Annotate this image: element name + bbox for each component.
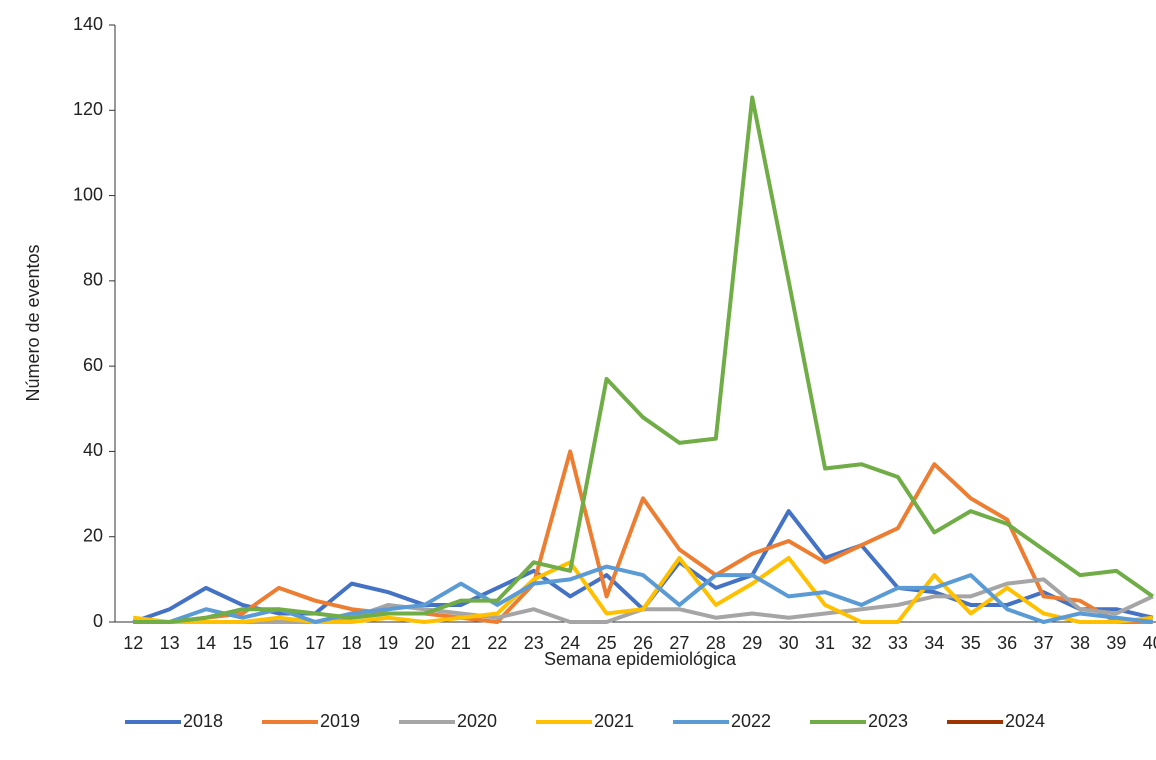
line-series — [132, 556, 1154, 624]
legend-label: 2023 — [868, 711, 908, 731]
x-tick-label: 18 — [342, 633, 362, 653]
x-tick-label: 16 — [269, 633, 289, 653]
legend-label: 2019 — [320, 711, 360, 731]
x-tick-label: 37 — [1034, 633, 1054, 653]
line-series — [133, 564, 1154, 624]
y-tick-label: 80 — [83, 270, 103, 290]
x-tick-label: 19 — [378, 633, 398, 653]
x-tick-label: 24 — [560, 633, 580, 653]
x-tick-label: 38 — [1070, 633, 1090, 653]
x-tick-label: 28 — [706, 633, 726, 653]
x-tick-label: 34 — [924, 633, 944, 653]
y-tick-label: 120 — [73, 99, 103, 119]
x-tick-label: 12 — [123, 633, 143, 653]
y-tick-label: 140 — [73, 14, 103, 34]
x-tick-label: 29 — [742, 633, 762, 653]
x-tick-label: 40 — [1143, 633, 1156, 653]
line-series — [132, 509, 1154, 624]
x-tick-label: 15 — [232, 633, 252, 653]
x-tick-label: 23 — [524, 633, 544, 653]
legend-label: 2020 — [457, 711, 497, 731]
legend-label: 2018 — [183, 711, 223, 731]
x-tick-label: 17 — [305, 633, 325, 653]
legend-label: 2022 — [731, 711, 771, 731]
x-tick-label: 20 — [415, 633, 435, 653]
x-tick-label: 21 — [451, 633, 471, 653]
y-tick-label: 20 — [83, 525, 103, 545]
y-tick-label: 0 — [93, 611, 103, 631]
x-tick-label: 26 — [633, 633, 653, 653]
y-tick-label: 60 — [83, 355, 103, 375]
x-tick-label: 22 — [487, 633, 507, 653]
x-tick-label: 14 — [196, 633, 216, 653]
line-series — [133, 449, 1153, 624]
x-tick-label: 25 — [597, 633, 617, 653]
legend-label: 2024 — [1005, 711, 1045, 731]
y-axis-title: Número de eventos — [23, 244, 43, 401]
x-tick-label: 36 — [997, 633, 1017, 653]
x-tick-label: 13 — [160, 633, 180, 653]
x-tick-label: 33 — [888, 633, 908, 653]
x-tick-label: 30 — [779, 633, 799, 653]
x-axis-title: Semana epidemiológica — [544, 649, 737, 669]
x-tick-label: 35 — [961, 633, 981, 653]
y-tick-label: 40 — [83, 440, 103, 460]
y-tick-label: 100 — [73, 184, 103, 204]
x-tick-label: 39 — [1106, 633, 1126, 653]
x-tick-label: 32 — [851, 633, 871, 653]
x-tick-label: 27 — [669, 633, 689, 653]
legend-label: 2021 — [594, 711, 634, 731]
x-tick-label: 31 — [815, 633, 835, 653]
line-series — [133, 95, 1154, 624]
